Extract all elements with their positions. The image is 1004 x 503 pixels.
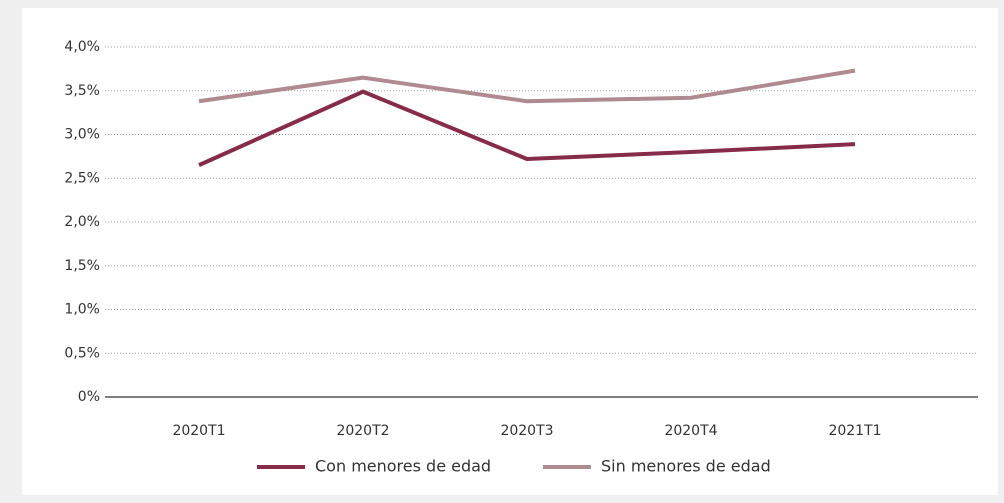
legend-label: Sin menores de edad (601, 457, 771, 476)
x-tick-label: 2020T4 (664, 423, 717, 439)
y-tick-label: 4,0% (64, 39, 100, 55)
plot-background (22, 8, 998, 495)
series-line (198, 89, 856, 167)
y-tick-label: 2,5% (64, 170, 100, 186)
x-tick-label: 2020T1 (172, 423, 225, 439)
y-tick-label: 1,0% (64, 302, 100, 318)
x-tick-label: 2020T2 (336, 423, 389, 439)
y-tick-label: 3,0% (64, 127, 100, 143)
y-tick-label: 1,5% (64, 258, 100, 274)
y-tick-label: 0% (78, 389, 100, 405)
legend-label: Con menores de edad (315, 457, 491, 476)
y-tick-label: 3,5% (64, 83, 100, 99)
y-tick-label: 0,5% (64, 345, 100, 361)
series-line (198, 68, 856, 104)
x-tick-label: 2020T3 (500, 423, 553, 439)
y-tick-label: 2,0% (64, 214, 100, 230)
x-tick-label: 2021T1 (828, 423, 881, 439)
